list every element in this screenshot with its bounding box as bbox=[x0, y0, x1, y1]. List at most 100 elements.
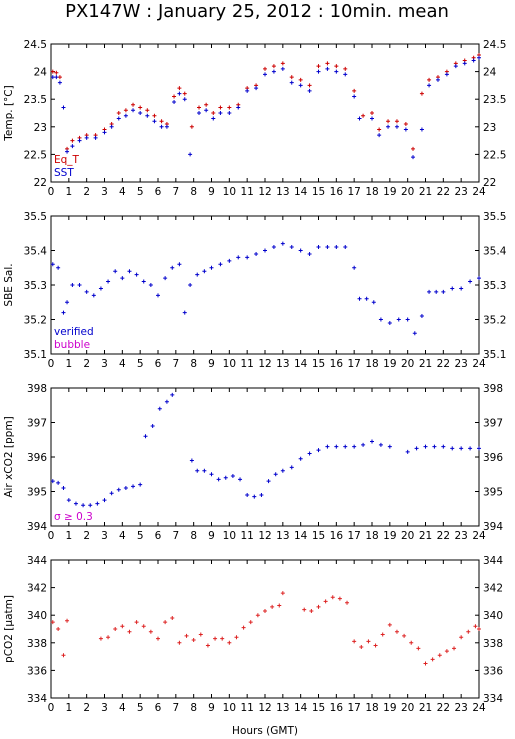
data-point bbox=[209, 472, 214, 477]
data-point bbox=[357, 296, 362, 301]
x-tick-label: 21 bbox=[419, 702, 432, 714]
data-point bbox=[177, 640, 182, 645]
data-point bbox=[477, 627, 481, 631]
x-tick-label: 20 bbox=[401, 358, 414, 370]
x-tick-label: 10 bbox=[223, 530, 236, 542]
data-point bbox=[345, 600, 350, 605]
data-point bbox=[437, 653, 442, 658]
plot-frame bbox=[50, 43, 480, 183]
y-tick-label-left: 340 bbox=[27, 610, 47, 622]
data-point bbox=[141, 624, 146, 629]
y-tick-label-right: 24.5 bbox=[483, 39, 506, 51]
data-point bbox=[138, 105, 143, 110]
x-tick-label: 5 bbox=[137, 186, 144, 198]
data-point bbox=[65, 149, 70, 154]
series-pCO2 bbox=[50, 591, 481, 666]
x-tick-label: 11 bbox=[240, 530, 253, 542]
x-axis-label: Hours (GMT) bbox=[232, 725, 298, 737]
data-point bbox=[220, 636, 225, 641]
data-point bbox=[255, 613, 260, 618]
data-point bbox=[280, 591, 285, 596]
x-tick-label: 1 bbox=[65, 186, 72, 198]
data-point bbox=[204, 108, 209, 113]
legend-entry: SST bbox=[54, 167, 74, 179]
data-point bbox=[197, 105, 202, 110]
x-tick-label: 8 bbox=[190, 530, 197, 542]
series-SST bbox=[50, 55, 481, 160]
x-tick-label: 4 bbox=[119, 530, 126, 542]
y-tick-label-left: 336 bbox=[27, 665, 47, 677]
data-point bbox=[61, 653, 66, 658]
data-point bbox=[280, 241, 285, 246]
x-tick-label: 14 bbox=[294, 186, 308, 198]
x-tick-label: 22 bbox=[437, 186, 450, 198]
data-point bbox=[61, 486, 66, 491]
data-point bbox=[403, 127, 408, 132]
data-point bbox=[280, 66, 285, 71]
x-tick-label: 20 bbox=[401, 186, 414, 198]
data-point bbox=[307, 451, 312, 456]
data-point bbox=[216, 477, 221, 482]
data-point bbox=[419, 91, 424, 96]
x-tick-label: 7 bbox=[172, 702, 179, 714]
data-point bbox=[148, 283, 153, 287]
x-tick-label: 9 bbox=[208, 358, 215, 370]
data-point bbox=[172, 99, 177, 104]
data-point bbox=[411, 155, 416, 160]
data-point bbox=[245, 255, 250, 260]
x-tick-label: 17 bbox=[347, 358, 360, 370]
data-point bbox=[70, 283, 75, 287]
panel-2: 0 1 2 3 4 5 6 7 8 9 10 11 12 13 14 15 16 17 18 19 20 21 22 23 24… bbox=[3, 211, 507, 370]
x-tick-label: 7 bbox=[172, 358, 179, 370]
data-point bbox=[289, 75, 294, 80]
data-point bbox=[423, 444, 428, 449]
data-point bbox=[434, 289, 439, 294]
y-tick-label-right: 35.4 bbox=[483, 246, 507, 258]
data-point bbox=[334, 444, 339, 449]
x-tick-label: 6 bbox=[155, 702, 162, 714]
x-tick-label: 24 bbox=[472, 530, 486, 542]
data-point bbox=[359, 644, 364, 649]
x-tick-label: 23 bbox=[454, 702, 467, 714]
y-tick-label-right: 22.5 bbox=[483, 149, 506, 161]
data-point bbox=[364, 296, 369, 301]
data-point bbox=[459, 286, 464, 291]
x-tick-label: 8 bbox=[190, 702, 197, 714]
y-tick-label-right: 24 bbox=[483, 67, 497, 79]
data-point bbox=[227, 105, 232, 110]
data-point bbox=[156, 636, 160, 641]
data-point bbox=[81, 503, 86, 508]
x-tick-label: 16 bbox=[330, 186, 344, 198]
data-point bbox=[270, 604, 275, 609]
data-point bbox=[371, 300, 376, 305]
x-tick-label: 0 bbox=[48, 186, 55, 198]
y-tick-label-right: 398 bbox=[483, 383, 503, 395]
x-tick-label: 11 bbox=[240, 702, 253, 714]
data-point bbox=[370, 116, 374, 121]
x-tick-label: 4 bbox=[119, 702, 126, 714]
data-point bbox=[280, 61, 285, 66]
data-point bbox=[127, 629, 132, 634]
data-point bbox=[468, 446, 473, 451]
data-point bbox=[263, 72, 267, 77]
data-point bbox=[334, 69, 339, 74]
data-point bbox=[102, 130, 107, 135]
x-tick-label: 15 bbox=[312, 358, 325, 370]
x-tick-label: 10 bbox=[223, 186, 236, 198]
x-tick-label: 23 bbox=[454, 186, 467, 198]
data-point bbox=[289, 245, 294, 250]
x-tick-label: 18 bbox=[365, 530, 378, 542]
x-tick-label: 21 bbox=[419, 186, 432, 198]
data-point bbox=[131, 102, 136, 107]
data-point bbox=[394, 629, 399, 634]
data-point bbox=[238, 477, 243, 482]
data-point bbox=[316, 448, 321, 453]
y-tick-label-right: 344 bbox=[483, 555, 503, 567]
x-tick-label: 24 bbox=[472, 358, 486, 370]
x-tick-label: 11 bbox=[240, 358, 253, 370]
data-point bbox=[197, 111, 202, 115]
data-point bbox=[70, 144, 75, 149]
data-point bbox=[145, 108, 150, 113]
data-point bbox=[157, 406, 162, 411]
data-point bbox=[259, 492, 264, 497]
